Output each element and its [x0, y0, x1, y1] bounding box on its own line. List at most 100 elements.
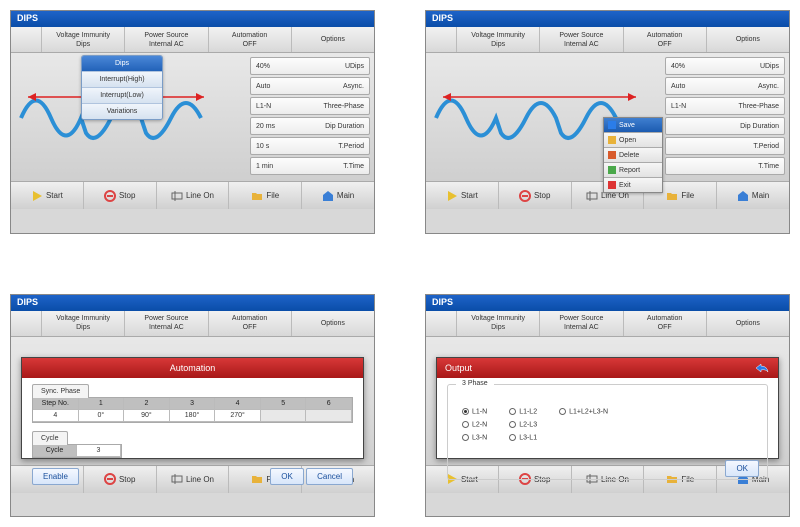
- automation-dialog: Automation Sync. Phase Step No. 1 2 3 4 …: [21, 357, 364, 459]
- step-val-1[interactable]: 0°: [79, 410, 125, 422]
- phase-options: L1-N L2-N L3-N L1-L2 L2-L3 L3-L1 L1+L2+L…: [456, 400, 759, 456]
- radio-l1-l2[interactable]: L1-L2: [509, 408, 537, 415]
- tab-automation[interactable]: AutomationOFF: [623, 27, 706, 52]
- cancel-button[interactable]: Cancel: [306, 468, 353, 485]
- save-icon: [608, 121, 616, 129]
- param-udips[interactable]: 40%UDips: [665, 57, 785, 75]
- main-button[interactable]: Main: [716, 182, 789, 209]
- stop-button[interactable]: Stop: [498, 182, 571, 209]
- parameter-list: 40%UDips AutoAsync. L1-NThree-Phase Dip …: [665, 57, 785, 177]
- tab-voltage-immunity[interactable]: Voltage ImmunityDips: [41, 27, 124, 52]
- start-button[interactable]: Start: [11, 182, 83, 209]
- ok-button[interactable]: OK: [270, 468, 304, 485]
- param-phase[interactable]: L1-NThree-Phase: [665, 97, 785, 115]
- param-tperiod[interactable]: T.Period: [665, 137, 785, 155]
- dropdown-item-variations[interactable]: Variations: [82, 104, 162, 119]
- stop-icon: [519, 190, 531, 202]
- dialog-title: Output: [437, 358, 778, 378]
- tab-options[interactable]: Options: [291, 311, 374, 336]
- tab-automation[interactable]: AutomationOFF: [208, 27, 291, 52]
- footer-bar: Start Stop Line On File Main: [11, 181, 374, 209]
- content-area: Automation Sync. Phase Step No. 1 2 3 4 …: [11, 337, 374, 465]
- step-val-2[interactable]: 90°: [124, 410, 170, 422]
- param-udips[interactable]: 40%UDips: [250, 57, 370, 75]
- param-async[interactable]: AutoAsync.: [665, 77, 785, 95]
- cycle-head: Cycle: [33, 445, 77, 457]
- home-icon: [737, 190, 749, 202]
- enable-button[interactable]: Enable: [32, 468, 79, 485]
- file-menu-delete[interactable]: Delete: [604, 148, 662, 163]
- step-head-no: Step No.: [33, 398, 79, 410]
- delete-icon: [608, 151, 616, 159]
- tab-power-source[interactable]: Power SourceInternal AC: [124, 27, 207, 52]
- dropdown-item-interrupt-high[interactable]: Interrupt(High): [82, 72, 162, 88]
- param-async[interactable]: AutoAsync.: [250, 77, 370, 95]
- folder-icon: [251, 190, 263, 202]
- radio-l1-n[interactable]: L1-N: [462, 408, 487, 415]
- back-icon[interactable]: [754, 362, 770, 374]
- line-on-button[interactable]: Line On: [156, 182, 229, 209]
- dropdown-item-interrupt-low[interactable]: Interrupt(Low): [82, 88, 162, 104]
- play-icon: [31, 190, 43, 202]
- ok-button[interactable]: OK: [725, 460, 759, 477]
- param-ttime[interactable]: 1 minT.Time: [250, 157, 370, 175]
- line-icon: [586, 190, 598, 202]
- stop-button[interactable]: Stop: [83, 182, 156, 209]
- dropdown-item-dips[interactable]: Dips: [82, 56, 162, 72]
- window-title: DIPS: [11, 295, 374, 311]
- file-menu-save[interactable]: Save: [604, 118, 662, 133]
- start-button[interactable]: Start: [426, 182, 498, 209]
- file-menu-open[interactable]: Open: [604, 133, 662, 148]
- screen-dips-filemenu: DIPS Voltage ImmunityDips Power SourceIn…: [425, 10, 790, 234]
- param-ttime[interactable]: T.Time: [665, 157, 785, 175]
- tab-voltage-immunity[interactable]: Voltage ImmunityDips: [41, 311, 124, 336]
- exit-icon: [608, 181, 616, 189]
- tab-bar: Voltage ImmunityDips Power SourceInterna…: [426, 27, 789, 53]
- cycle-tab[interactable]: Cycle: [32, 431, 68, 445]
- step-count[interactable]: 4: [33, 410, 79, 422]
- radio-l3-n[interactable]: L3-N: [462, 434, 487, 441]
- tab-options[interactable]: Options: [706, 27, 789, 52]
- radio-l3-l1[interactable]: L3-L1: [509, 434, 537, 441]
- voltage-immunity-dropdown: Dips Interrupt(High) Interrupt(Low) Vari…: [81, 55, 163, 120]
- tab-voltage-immunity[interactable]: Voltage ImmunityDips: [456, 27, 539, 52]
- step-val-4[interactable]: 270°: [215, 410, 261, 422]
- param-tperiod[interactable]: 10 sT.Period: [250, 137, 370, 155]
- file-menu-exit[interactable]: Exit: [604, 178, 662, 192]
- tab-voltage-immunity[interactable]: Voltage ImmunityDips: [456, 311, 539, 336]
- step-head-3: 3: [170, 398, 216, 410]
- cycle-value[interactable]: 3: [77, 445, 121, 457]
- main-button[interactable]: Main: [301, 182, 374, 209]
- tab-bar: Voltage ImmunityDips Power SourceInterna…: [11, 311, 374, 337]
- step-table: Step No. 1 2 3 4 5 6 4 0° 90° 180°: [32, 397, 353, 423]
- file-button[interactable]: File: [228, 182, 301, 209]
- tab-power-source[interactable]: Power SourceInternal AC: [539, 311, 622, 336]
- window-title: DIPS: [11, 11, 374, 27]
- dialog-title: Automation: [22, 358, 363, 378]
- step-val-3[interactable]: 180°: [170, 410, 216, 422]
- window-title: DIPS: [426, 295, 789, 311]
- param-dip-duration[interactable]: 20 msDip Duration: [250, 117, 370, 135]
- step-head-2: 2: [124, 398, 170, 410]
- tab-power-source[interactable]: Power SourceInternal AC: [124, 311, 207, 336]
- stop-icon: [104, 190, 116, 202]
- window-title: DIPS: [426, 11, 789, 27]
- content-area: Output 3 Phase L1-N L2-N L3-N: [426, 337, 789, 465]
- group-title: 3 Phase: [456, 378, 494, 389]
- open-icon: [608, 136, 616, 144]
- parameter-list: 40%UDips AutoAsync. L1-NThree-Phase 20 m…: [250, 57, 370, 177]
- param-phase[interactable]: L1-NThree-Phase: [250, 97, 370, 115]
- tab-automation[interactable]: AutomationOFF: [623, 311, 706, 336]
- tab-power-source[interactable]: Power SourceInternal AC: [539, 27, 622, 52]
- tab-options[interactable]: Options: [706, 311, 789, 336]
- sync-phase-tab[interactable]: Sync. Phase: [32, 384, 89, 398]
- radio-l2-l3[interactable]: L2-L3: [509, 421, 537, 428]
- radio-l123-n[interactable]: L1+L2+L3-N: [559, 408, 608, 415]
- param-dip-duration[interactable]: Dip Duration: [665, 117, 785, 135]
- step-head-6: 6: [306, 398, 352, 410]
- tab-automation[interactable]: AutomationOFF: [208, 311, 291, 336]
- file-menu-report[interactable]: Report: [604, 163, 662, 178]
- play-icon: [446, 190, 458, 202]
- tab-options[interactable]: Options: [291, 27, 374, 52]
- radio-l2-n[interactable]: L2-N: [462, 421, 487, 428]
